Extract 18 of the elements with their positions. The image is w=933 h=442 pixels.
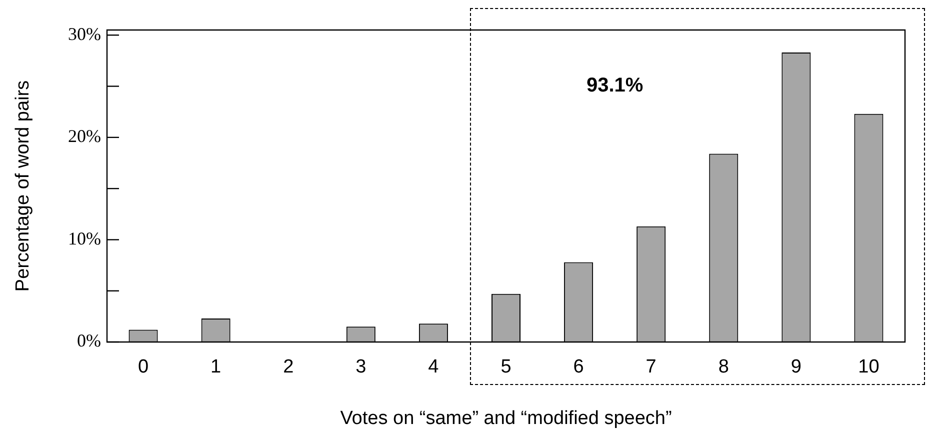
- x-tick-label: 9: [790, 356, 802, 378]
- x-tick-label: 8: [718, 356, 729, 378]
- annotation: 93.1%: [586, 74, 644, 97]
- x-tick-label: 4: [428, 356, 440, 378]
- x-tick-label: 1: [210, 356, 222, 378]
- x-tick-label: 10: [858, 356, 880, 378]
- y-tick-label: 10%: [68, 228, 101, 248]
- x-tick-label: 5: [500, 356, 512, 378]
- x-tick-label: 2: [283, 356, 294, 378]
- x-axis-title: Votes on “same” and “modified speech”: [340, 408, 672, 429]
- x-tick-label: 0: [138, 356, 149, 378]
- y-tick-label: 20%: [68, 126, 101, 146]
- x-tick-label: 6: [573, 356, 584, 378]
- y-tick-label: 30%: [68, 24, 101, 44]
- y-axis-title: Percentage of word pairs: [12, 80, 34, 292]
- y-tick-label: 0%: [77, 330, 101, 351]
- x-tick-label: 3: [356, 356, 366, 378]
- x-tick-label: 7: [646, 356, 656, 378]
